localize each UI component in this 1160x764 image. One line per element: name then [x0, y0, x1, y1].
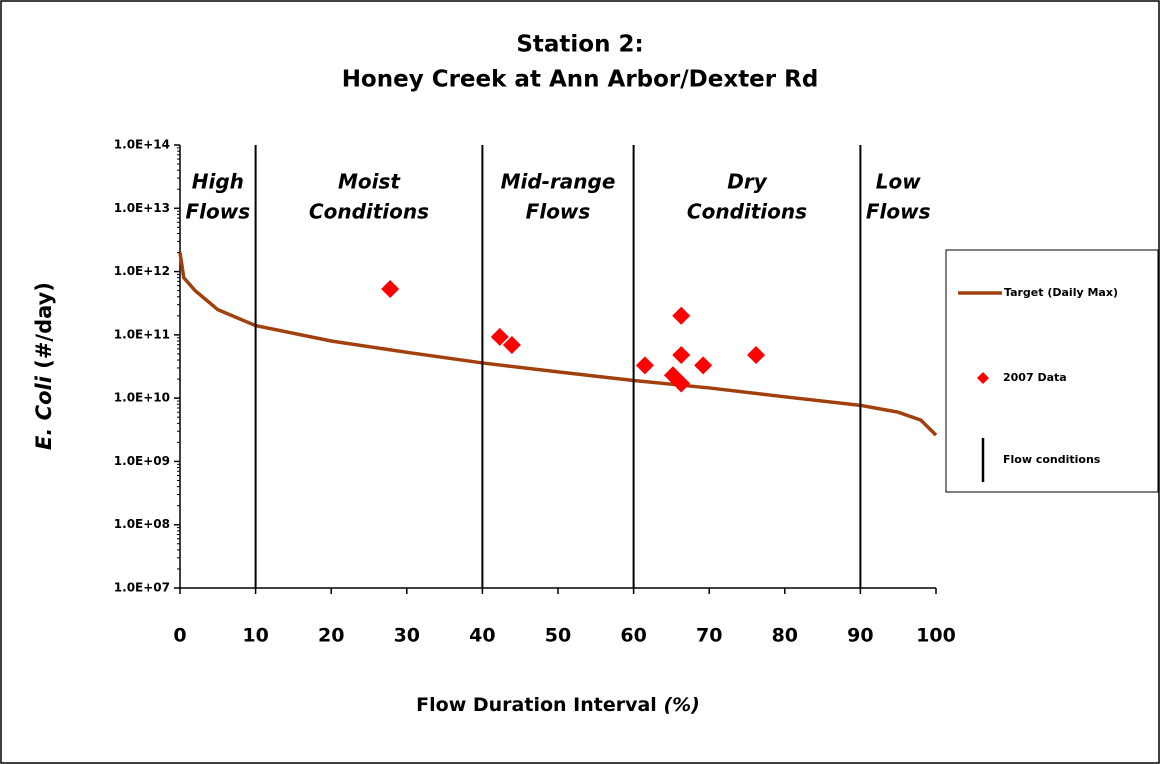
y-axis-label: E. Coli (#/day) [32, 282, 56, 450]
zone-label: Conditions [309, 200, 429, 224]
x-tick-label: 100 [916, 625, 956, 647]
zone-label: Mid-range [501, 170, 616, 194]
y-tick-label: 1.0E+11 [114, 327, 170, 341]
y-tick-label: 1.0E+14 [114, 138, 170, 152]
zone-label: Dry [727, 170, 767, 194]
x-tick-label: 60 [620, 625, 646, 647]
x-tick-label: 0 [173, 625, 186, 647]
zone-label: Flows [866, 200, 931, 224]
legend-label: Flow conditions [1003, 453, 1101, 466]
chart-title: Honey Creek at Ann Arbor/Dexter Rd [342, 67, 819, 93]
y-tick-label: 1.0E+08 [114, 517, 170, 531]
legend-label: 2007 Data [1003, 371, 1067, 384]
x-tick-label: 70 [696, 625, 722, 647]
y-tick-label: 1.0E+09 [114, 454, 170, 468]
zone-label: Flows [185, 200, 250, 224]
y-tick-label: 1.0E+12 [114, 264, 170, 278]
legend-swatch [977, 372, 989, 384]
y-tick-label: 1.0E+07 [114, 581, 170, 595]
x-tick-label: 20 [318, 625, 344, 647]
legend-label: Target (Daily Max) [1004, 286, 1118, 299]
data-point [381, 280, 400, 299]
data-point [672, 346, 691, 365]
data-point [672, 374, 691, 393]
zone-label: Conditions [687, 200, 807, 224]
data-point [502, 336, 521, 355]
zone-label: Flows [526, 200, 591, 224]
y-label-text: E. Coli [32, 375, 56, 450]
chart-title: Station 2: [516, 32, 643, 58]
x-tick-label: 30 [394, 625, 420, 647]
data-point [694, 356, 713, 375]
target-line [178, 252, 938, 437]
x-axis-label: Flow Duration Interval (%) [416, 694, 700, 716]
y-tick-label: 1.0E+13 [114, 201, 170, 215]
x-tick-label: 80 [772, 625, 798, 647]
x-tick-label: 40 [469, 625, 495, 647]
x-label-text: Flow Duration Interval [416, 694, 657, 716]
data-point [490, 327, 509, 346]
data-point [672, 306, 691, 325]
zone-label: Moist [338, 170, 401, 194]
y-tick-label: 1.0E+10 [114, 391, 170, 405]
data-point [747, 346, 766, 365]
zone-label: High [192, 170, 244, 194]
y-label-unit: (#/day) [32, 282, 56, 369]
x-label-unit: (%) [663, 694, 699, 716]
x-tick-label: 90 [847, 625, 873, 647]
data-point [635, 356, 654, 375]
legend [945, 249, 1159, 493]
x-tick-label: 10 [242, 625, 268, 647]
x-tick-label: 50 [545, 625, 571, 647]
zone-label: Low [876, 170, 921, 194]
